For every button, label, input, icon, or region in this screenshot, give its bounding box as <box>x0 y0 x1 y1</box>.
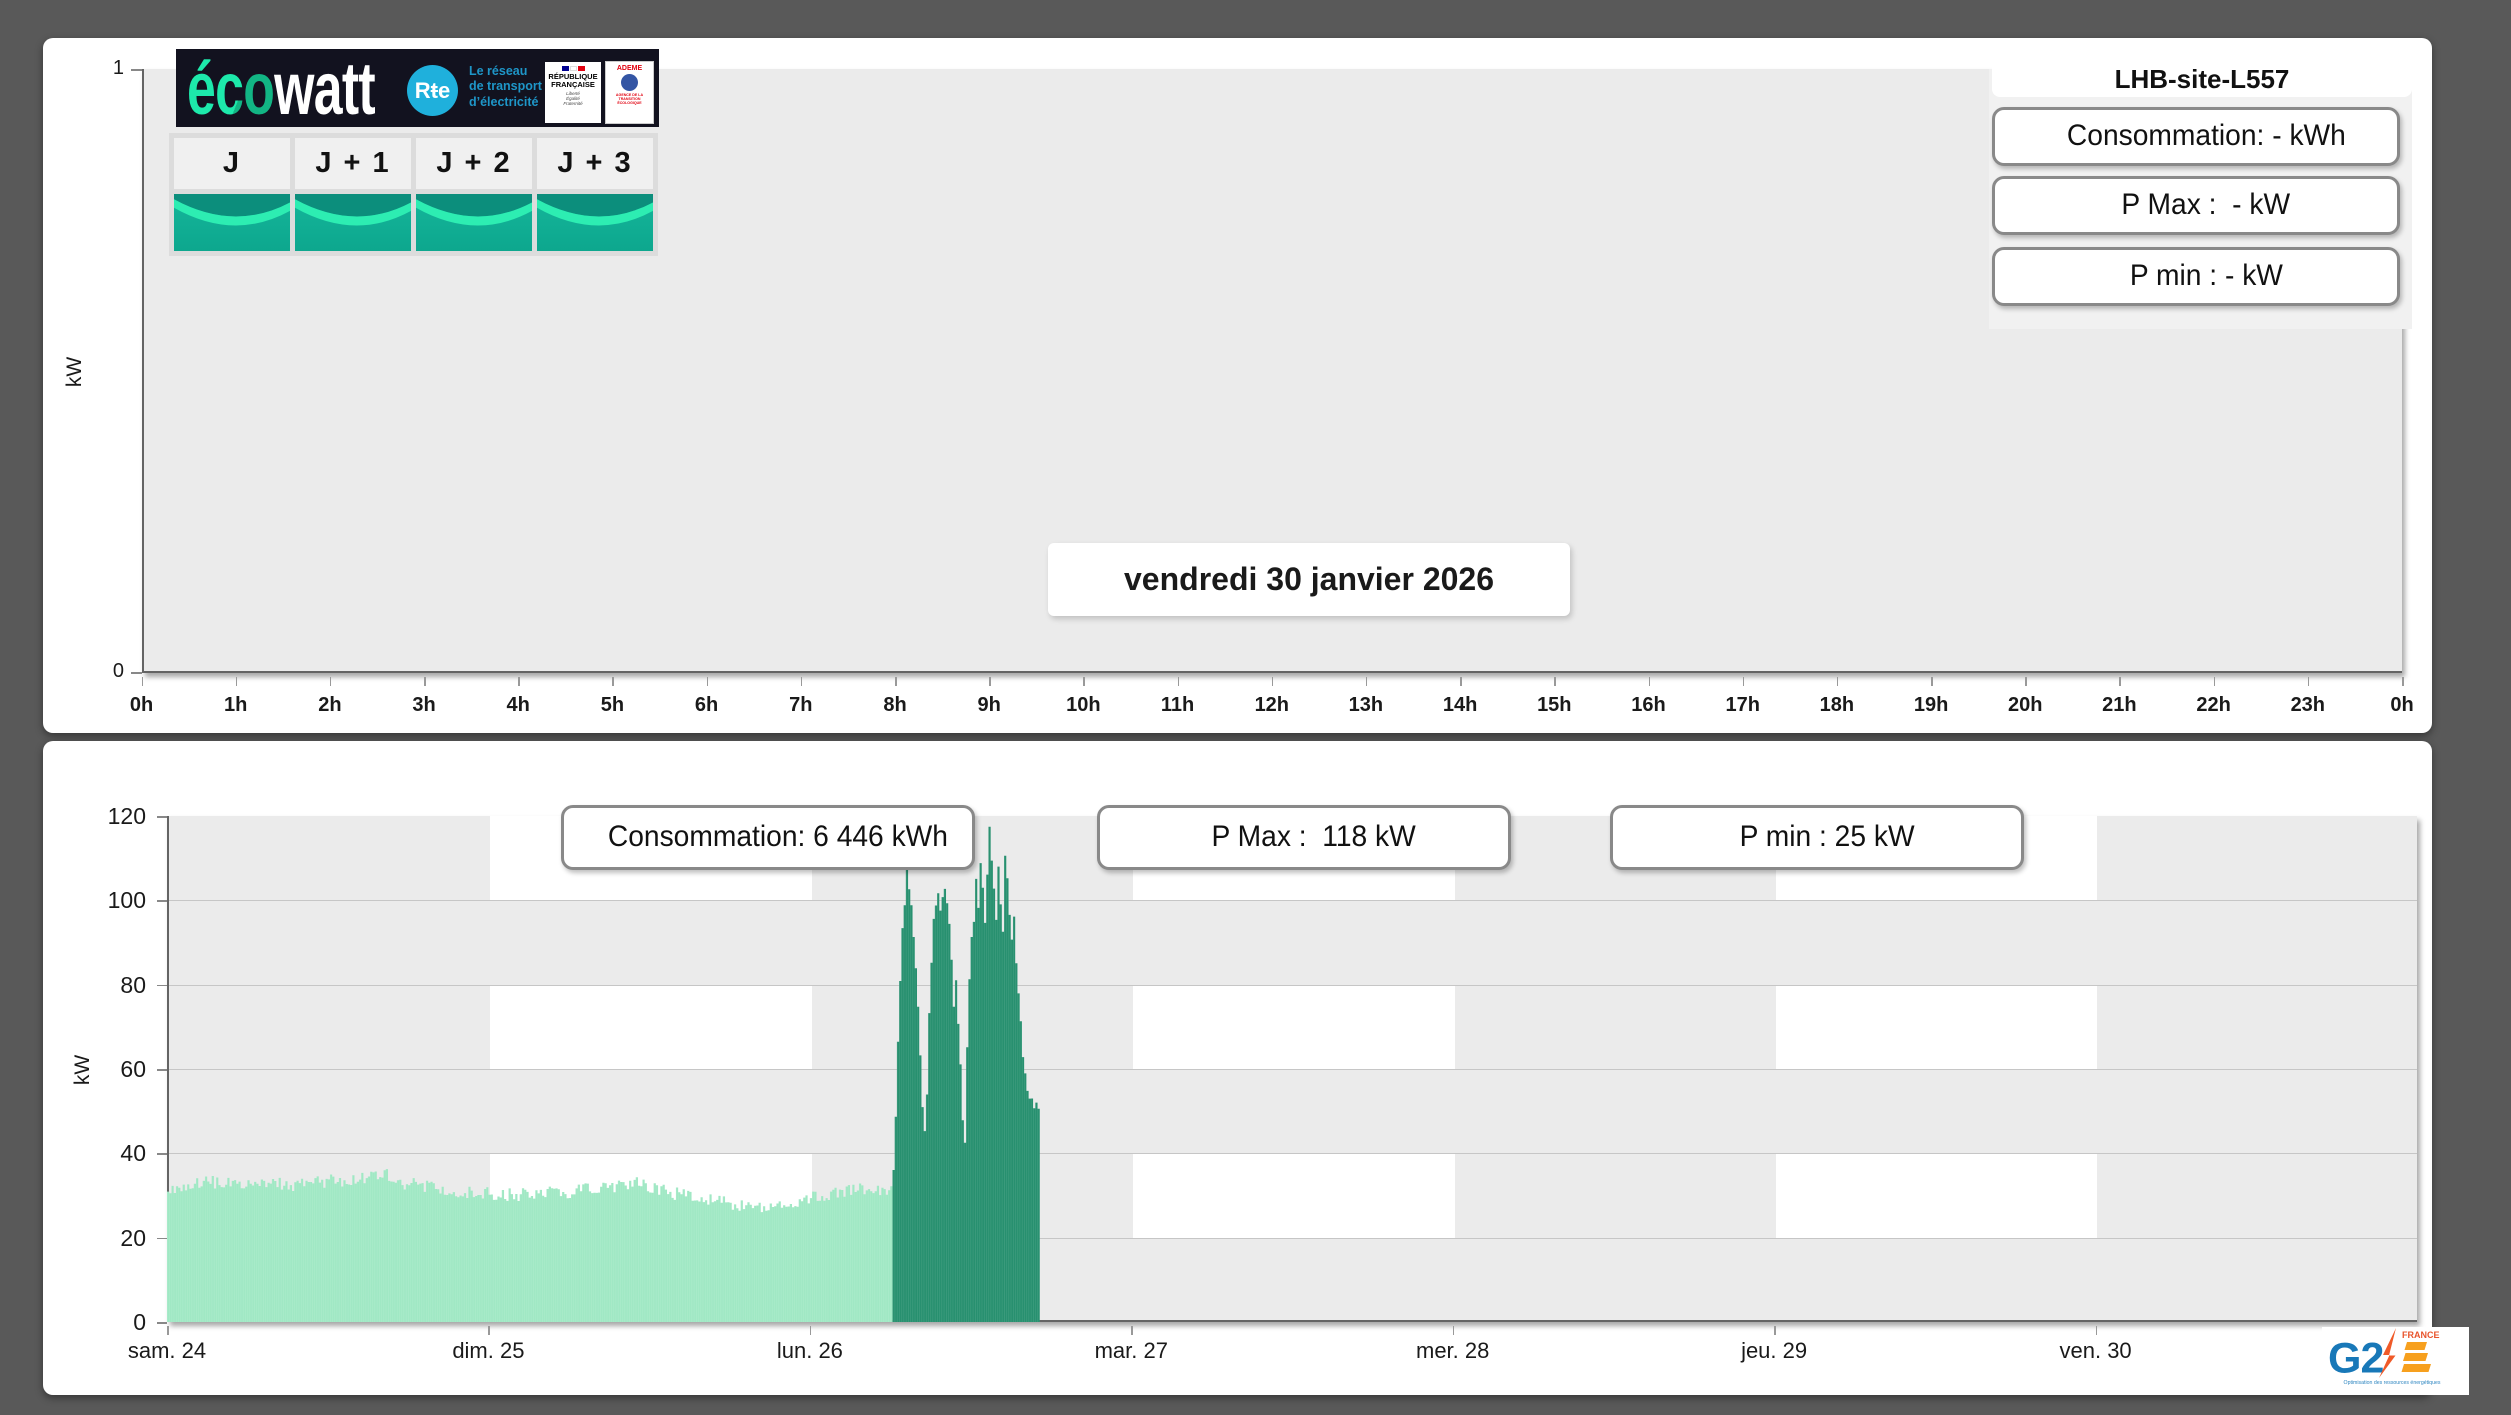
svg-text:FRANCE: FRANCE <box>2402 1330 2440 1340</box>
svg-text:Optimisation des ressources én: Optimisation des ressources énergétiques <box>2344 1380 2441 1386</box>
svg-text:G2: G2 <box>2328 1335 2383 1383</box>
